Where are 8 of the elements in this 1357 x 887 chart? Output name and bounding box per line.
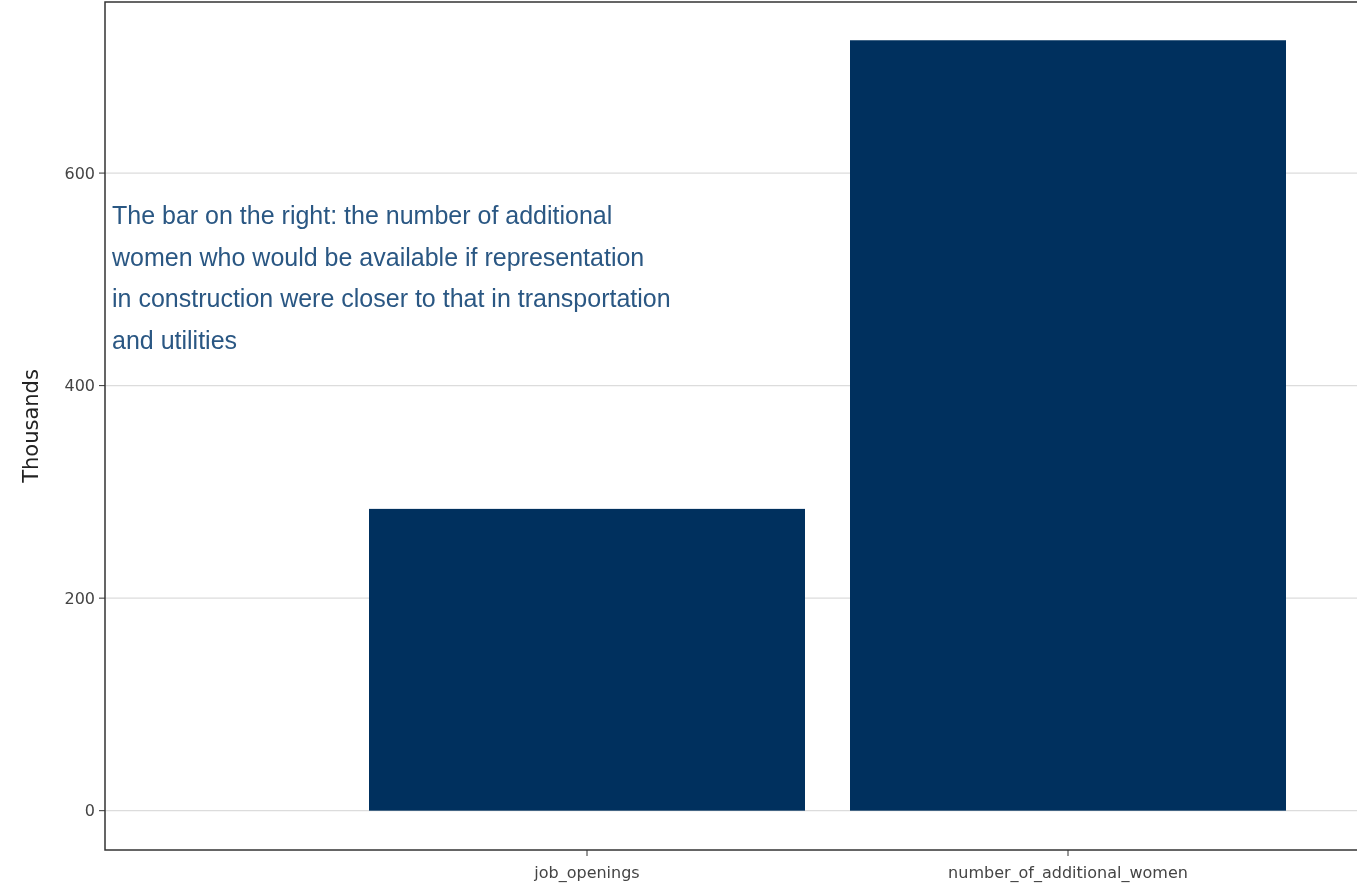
y-tick-label: 600: [64, 163, 95, 183]
y-tick-label: 400: [64, 376, 95, 396]
x-tick-label: job_openings: [533, 863, 640, 883]
annotation: The bar on the right: the number of additional women who would be available if representation in construction were closer to that in transportation and utilities: [111, 201, 671, 354]
y-tick-label: 0: [84, 801, 95, 821]
y-axis-title: Thousands: [19, 369, 43, 484]
x-tick-label: number_of_additional_women: [948, 863, 1188, 883]
y-tick-label: 200: [64, 588, 95, 608]
